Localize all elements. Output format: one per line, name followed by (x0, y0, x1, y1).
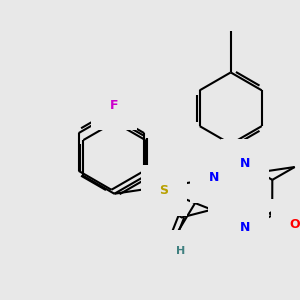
Text: H: H (176, 247, 185, 256)
Text: N: N (208, 171, 219, 184)
Text: N: N (239, 221, 250, 234)
Text: S: S (159, 184, 168, 197)
Text: F: F (107, 88, 116, 101)
Text: O: O (226, 220, 237, 232)
Text: N: N (239, 158, 250, 170)
Text: F: F (110, 99, 118, 112)
Text: O: O (289, 218, 300, 231)
